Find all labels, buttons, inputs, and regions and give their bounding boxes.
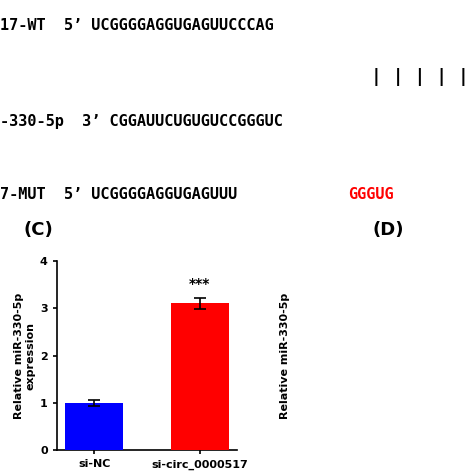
Y-axis label: Relative miR-330-5p
expression: Relative miR-330-5p expression [14,292,36,419]
Text: (C): (C) [23,221,53,239]
Bar [171,303,229,450]
Text: GGGUG: GGGUG [348,187,394,201]
Text: | | | | |: | | | | | [372,68,469,86]
Text: 7-MUT  5’ UCGGGGAGGUGAGUUU: 7-MUT 5’ UCGGGGAGGUGAGUUU [0,187,237,201]
Bar [65,403,123,450]
Text: 17-WT  5’ UCGGGGAGGUGAGUUCCCAG: 17-WT 5’ UCGGGGAGGUGAGUUCCCAG [0,18,274,33]
Text: (D): (D) [373,221,404,239]
Text: -330-5p  3’ CGGAUUCUGUGUCCGGGUC: -330-5p 3’ CGGAUUCUGUGUCCGGGUC [0,114,283,129]
Y-axis label: Relative miR-330-5p: Relative miR-330-5p [280,292,290,419]
Text: ***: *** [189,276,210,291]
